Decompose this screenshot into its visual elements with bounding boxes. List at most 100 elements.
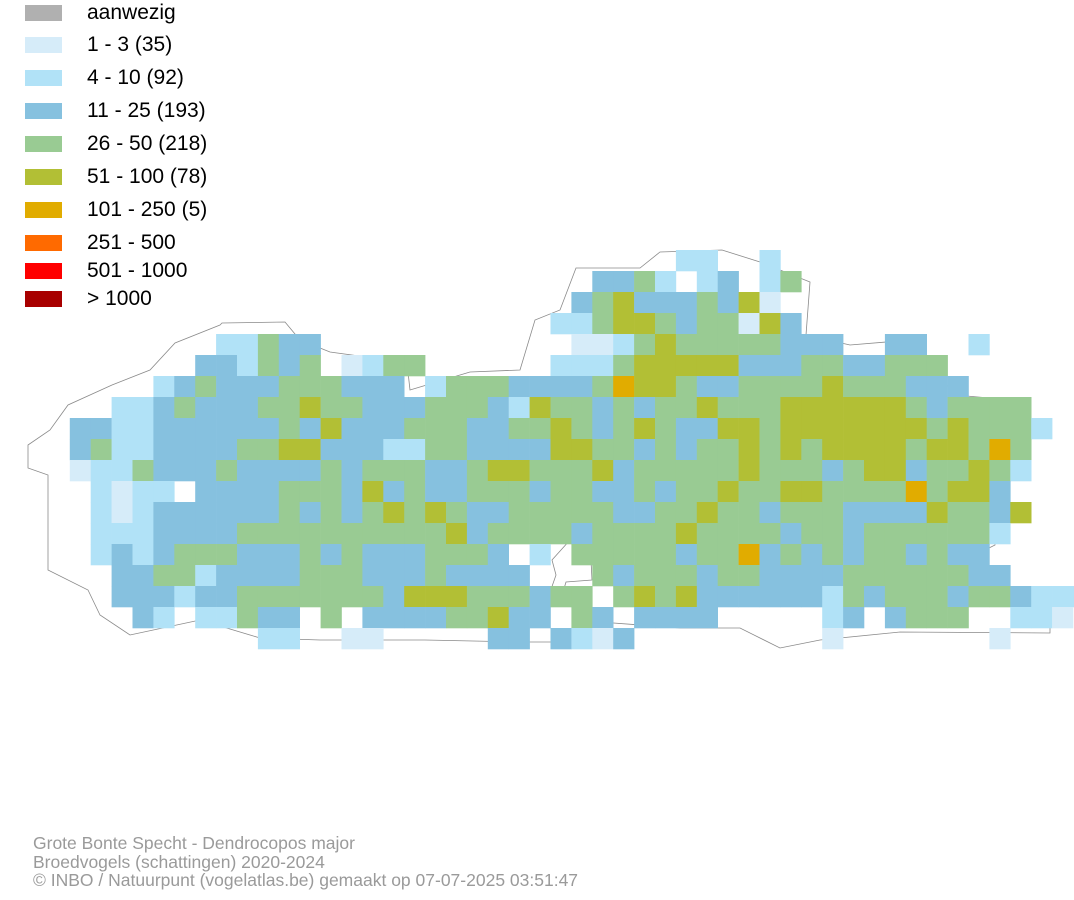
grid-cell [508, 418, 530, 440]
grid-cell [675, 502, 698, 524]
grid-cell [655, 376, 677, 398]
grid-cell [780, 481, 802, 503]
grid-cell [529, 502, 551, 524]
grid-cell [613, 355, 635, 377]
grid-cell [299, 544, 321, 566]
grid-cell [822, 439, 844, 461]
grid-cell [1031, 586, 1053, 608]
grid-cell [801, 586, 823, 608]
grid-cell [446, 544, 468, 566]
grid-cell [801, 502, 823, 524]
grid-cell [655, 481, 677, 503]
grid-cell [487, 502, 509, 524]
grid-cell [153, 439, 175, 461]
legend-label: > 1000 [87, 287, 152, 310]
legend-swatch [25, 263, 62, 279]
grid-cell [717, 397, 739, 419]
species-name: Grote Bonte Specht - Dendrocopos major [33, 833, 355, 853]
grid-cell [571, 481, 593, 503]
grid-cell [195, 481, 217, 503]
grid-cell [446, 481, 468, 503]
grid-cell [1010, 439, 1032, 461]
grid-cell [132, 502, 154, 524]
grid-cell [717, 418, 739, 440]
grid-cell [696, 439, 718, 461]
grid-cell [947, 439, 969, 461]
grid-cell [780, 271, 802, 293]
grid-cell [466, 418, 489, 440]
grid-cell [864, 397, 886, 419]
grid-cell [1052, 586, 1074, 608]
grid-cell [278, 502, 300, 524]
grid-cell [634, 565, 656, 587]
grid-cell [132, 586, 154, 608]
grid-cell [717, 334, 739, 356]
grid-cell [905, 481, 927, 503]
grid-cell [905, 544, 927, 566]
grid-cell [446, 397, 468, 419]
grid-cell [1010, 418, 1032, 440]
grid-cell [968, 460, 990, 482]
grid-cell [696, 334, 718, 356]
grid-cell [299, 523, 321, 545]
grid-cell [216, 418, 238, 440]
grid-cell [320, 481, 342, 503]
grid-cell [592, 334, 614, 356]
grid-cell [884, 439, 907, 461]
legend-item-251-500: 251 - 500 [25, 231, 285, 259]
grid-cell [592, 292, 614, 314]
grid-cell [884, 418, 907, 440]
grid-cell [613, 460, 635, 482]
grid-cell [571, 292, 593, 314]
grid-cell [320, 397, 342, 419]
grid-cell [947, 607, 969, 629]
grid-cell [216, 376, 238, 398]
grid-cell [592, 502, 614, 524]
grid-cell [111, 460, 133, 482]
grid-cell [320, 376, 342, 398]
grid-cell [759, 565, 781, 587]
grid-cell [425, 502, 447, 524]
grid-cell [153, 481, 175, 503]
grid-cell [738, 523, 760, 545]
grid-cell [675, 418, 698, 440]
grid-cell [550, 418, 572, 440]
grid-cell [613, 544, 635, 566]
grid-cell [216, 565, 238, 587]
grid-cell [257, 460, 280, 482]
grid-cell [153, 523, 175, 545]
grid-cell [257, 481, 280, 503]
grid-cell [425, 586, 447, 608]
grid-cell [759, 523, 781, 545]
grid-cell [257, 607, 280, 629]
grid-cell [299, 376, 321, 398]
grid-cell [675, 313, 698, 335]
grid-cell [174, 523, 196, 545]
grid-cell [508, 586, 530, 608]
grid-cell [759, 460, 781, 482]
grid-cell [759, 334, 781, 356]
grid-cell [383, 397, 405, 419]
grid-cell [864, 565, 886, 587]
grid-cell [237, 334, 259, 356]
grid-cell [341, 397, 363, 419]
grid-cell [1010, 586, 1032, 608]
grid-cell [822, 502, 844, 524]
grid-cell [132, 607, 154, 629]
grid-cell [884, 460, 907, 482]
grid-cell [446, 418, 468, 440]
grid-cell [822, 397, 844, 419]
grid-cell [174, 376, 196, 398]
grid-cell [69, 439, 91, 461]
grid-cell [571, 628, 593, 650]
grid-cell [237, 607, 259, 629]
grid-cell [237, 502, 259, 524]
grid-cell [613, 397, 635, 419]
grid-cell [696, 250, 718, 272]
grid-cell [780, 334, 802, 356]
grid-cell [759, 544, 781, 566]
grid-cell [362, 607, 384, 629]
grid-cells [69, 250, 1074, 650]
grid-cell [843, 355, 865, 377]
grid-cell [1010, 502, 1032, 524]
